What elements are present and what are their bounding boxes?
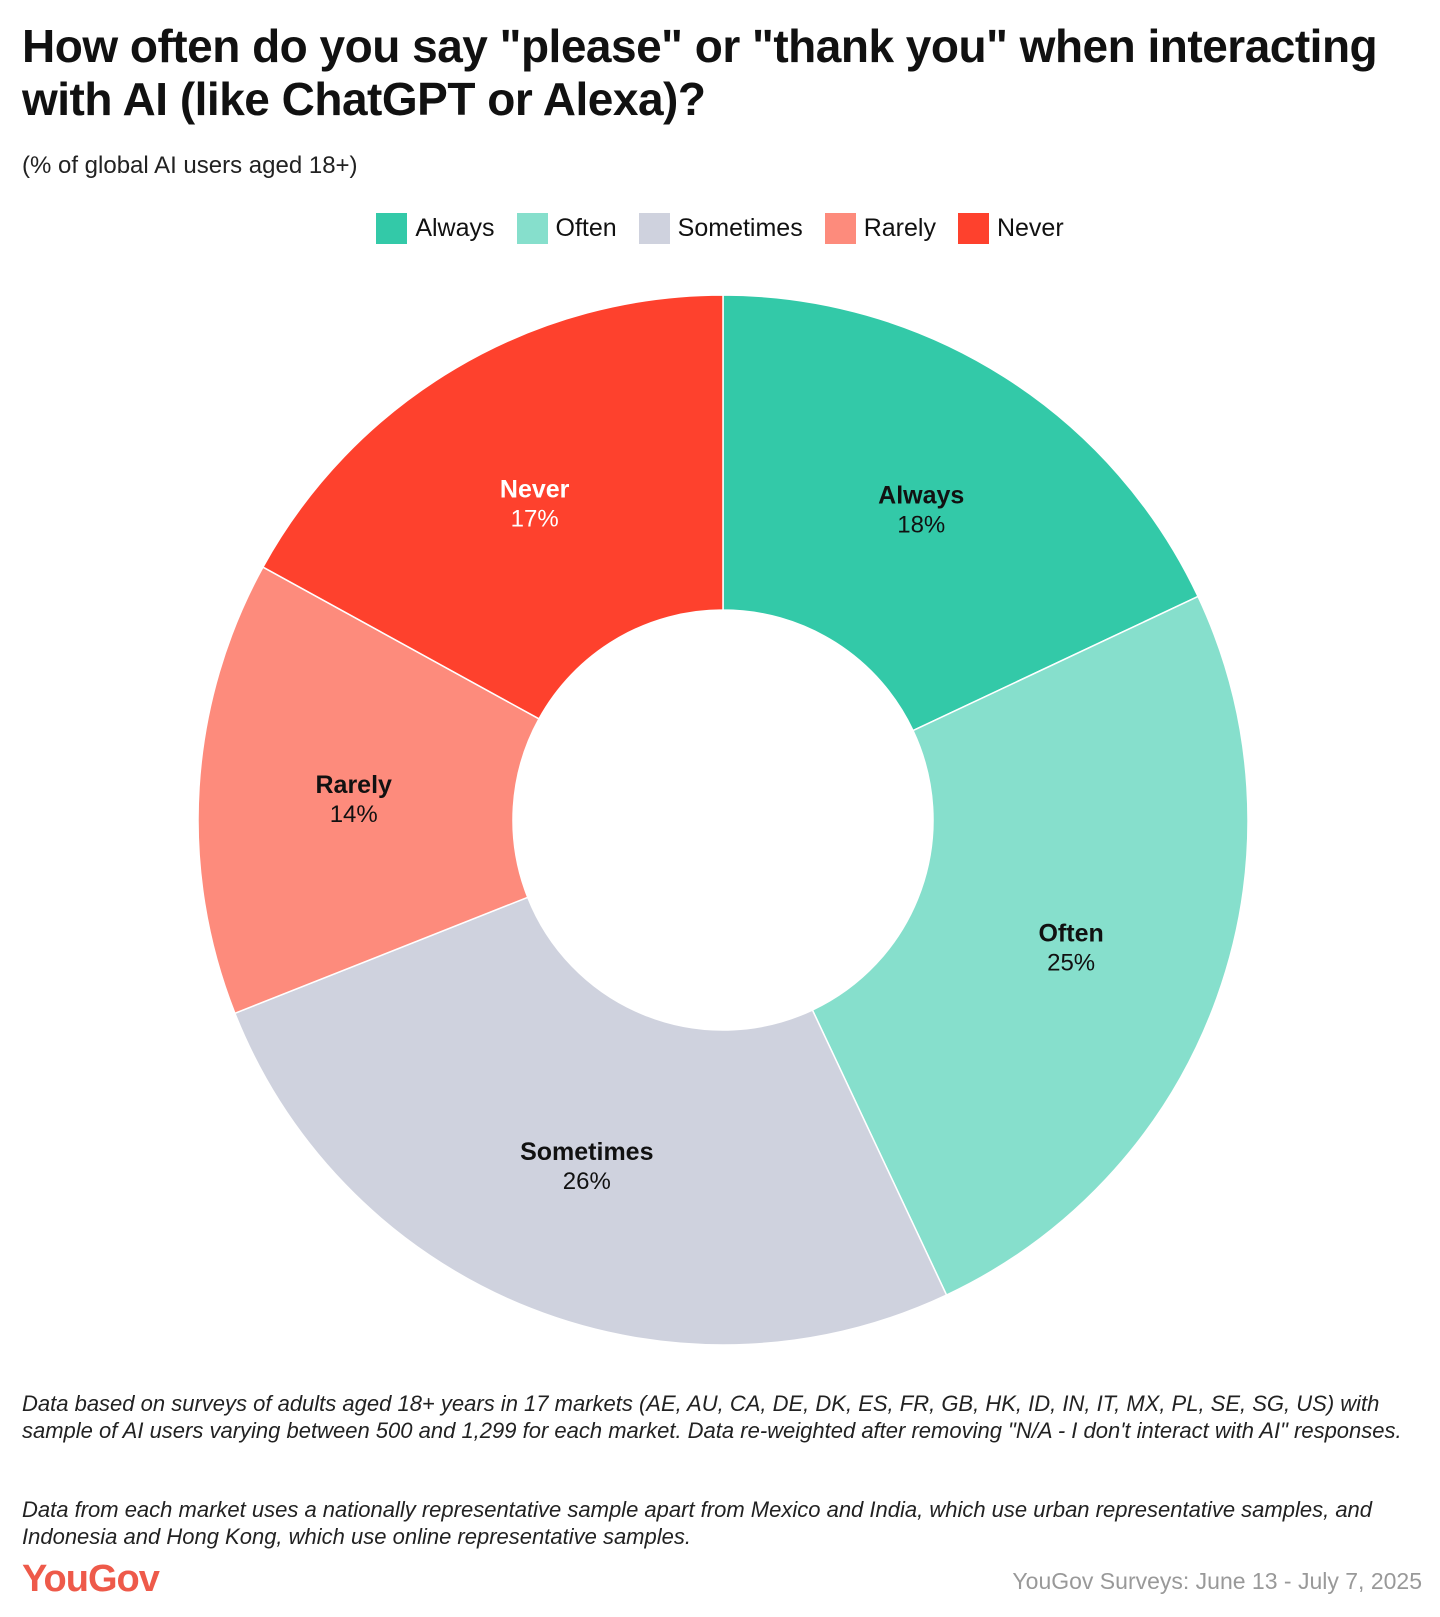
legend: Always Often Sometimes Rarely Never <box>0 213 1440 244</box>
slice-label-category: Always <box>878 482 964 510</box>
footnote-2: Data from each market uses a nationally … <box>22 1497 1373 1549</box>
legend-label: Often <box>555 214 617 242</box>
legend-label: Rarely <box>863 214 936 242</box>
slice-label-category: Never <box>500 476 570 504</box>
slice-sometimes <box>233 896 948 1346</box>
legend-item-often: Often <box>516 213 617 244</box>
legend-swatch <box>638 213 670 244</box>
legend-item-never: Never <box>957 213 1064 244</box>
slice-label-category: Rarely <box>316 771 393 799</box>
slice-label-value: 26% <box>563 1168 611 1195</box>
slice-label-category: Sometimes <box>520 1138 653 1166</box>
slice-label-value: 17% <box>511 506 559 533</box>
slice-label-category: Often <box>1038 919 1103 947</box>
legend-swatch <box>824 213 856 244</box>
footnote-1: Data based on surveys of adults aged 18+… <box>22 1391 1402 1443</box>
legend-swatch <box>516 213 548 244</box>
chart-title: How often do you say "please" or "thank … <box>22 20 1378 125</box>
legend-label: Sometimes <box>677 214 803 242</box>
chart-subtitle: (% of global AI users aged 18+) <box>22 152 358 179</box>
legend-item-sometimes: Sometimes <box>638 213 803 244</box>
slice-often <box>811 595 1249 1297</box>
legend-item-always: Always <box>376 213 495 244</box>
legend-label: Never <box>996 214 1064 242</box>
legend-item-rarely: Rarely <box>824 213 936 244</box>
legend-label: Always <box>415 214 495 242</box>
slice-rarely <box>197 566 540 1015</box>
slice-label-value: 25% <box>1047 949 1095 976</box>
slice-never <box>261 294 724 720</box>
legend-swatch <box>957 213 989 244</box>
source-note: YouGov Surveys: June 13 - July 7, 2025 <box>1012 1568 1422 1594</box>
slice-label-value: 18% <box>897 512 945 539</box>
slice-label-value: 14% <box>330 801 378 828</box>
yougov-logo: YouGov <box>22 1558 160 1600</box>
slice-always <box>722 294 1200 732</box>
legend-swatch <box>376 213 408 244</box>
